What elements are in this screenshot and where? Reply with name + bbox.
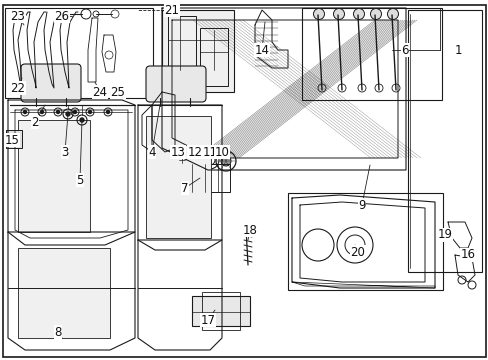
Circle shape <box>41 111 43 113</box>
Circle shape <box>333 9 344 19</box>
Circle shape <box>80 118 84 122</box>
Bar <box>6 130 22 148</box>
FancyBboxPatch shape <box>21 64 81 102</box>
Text: 18: 18 <box>242 224 257 237</box>
Text: 19: 19 <box>437 229 451 242</box>
Text: 7: 7 <box>181 181 188 194</box>
Bar <box>146 116 210 238</box>
Bar <box>192 296 249 326</box>
Text: 9: 9 <box>358 198 365 212</box>
Text: 8: 8 <box>54 325 61 338</box>
Text: 23: 23 <box>11 9 25 23</box>
Bar <box>302 8 441 100</box>
Text: 13: 13 <box>170 145 185 158</box>
Text: 17: 17 <box>200 314 215 327</box>
Text: 12: 12 <box>187 145 202 158</box>
Text: 14: 14 <box>254 44 269 57</box>
Text: 6: 6 <box>401 44 408 57</box>
Circle shape <box>73 111 76 113</box>
Circle shape <box>353 9 364 19</box>
Circle shape <box>386 9 398 19</box>
Bar <box>200 28 227 86</box>
Text: 10: 10 <box>214 145 229 158</box>
Text: 1: 1 <box>453 44 461 57</box>
Text: 11: 11 <box>202 145 217 158</box>
Text: 4: 4 <box>148 145 156 158</box>
Circle shape <box>88 111 91 113</box>
Circle shape <box>221 156 230 166</box>
Bar <box>184 164 229 192</box>
Circle shape <box>23 111 26 113</box>
Circle shape <box>7 139 13 145</box>
Circle shape <box>57 111 60 113</box>
FancyBboxPatch shape <box>146 66 205 102</box>
Bar <box>287 193 442 290</box>
Text: 21: 21 <box>164 4 179 17</box>
Text: 20: 20 <box>350 246 365 258</box>
Text: 2: 2 <box>31 116 39 129</box>
Circle shape <box>66 112 70 116</box>
Bar <box>5 8 153 98</box>
Text: 3: 3 <box>61 145 68 158</box>
Bar <box>168 16 196 86</box>
Bar <box>18 120 90 232</box>
Bar <box>202 292 240 330</box>
Circle shape <box>192 157 198 163</box>
Text: 15: 15 <box>4 134 20 147</box>
Circle shape <box>370 9 381 19</box>
Circle shape <box>106 111 109 113</box>
Text: 22: 22 <box>10 81 25 94</box>
Text: 24: 24 <box>92 85 107 99</box>
Bar <box>18 248 110 338</box>
Bar <box>407 10 481 272</box>
Bar <box>162 10 234 92</box>
Circle shape <box>313 9 324 19</box>
Text: 25: 25 <box>110 85 125 99</box>
Text: 26: 26 <box>54 9 69 23</box>
Text: 16: 16 <box>460 248 474 261</box>
Text: 5: 5 <box>76 174 83 186</box>
